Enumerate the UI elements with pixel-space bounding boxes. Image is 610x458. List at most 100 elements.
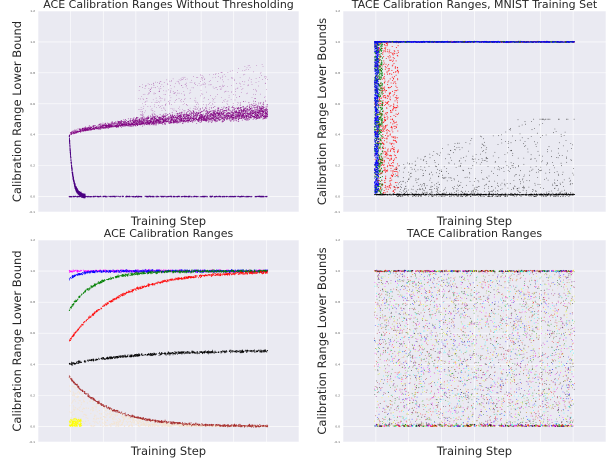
data-point xyxy=(203,83,204,85)
data-point xyxy=(101,124,103,126)
data-point xyxy=(174,115,176,117)
data-point xyxy=(259,103,261,105)
data-point xyxy=(160,120,162,122)
data-point xyxy=(144,112,146,114)
data-point xyxy=(232,77,234,79)
data-point xyxy=(215,96,217,98)
data-point xyxy=(125,125,127,127)
data-point xyxy=(99,127,101,129)
data-point xyxy=(212,77,214,79)
data-point xyxy=(254,114,256,116)
data-point xyxy=(170,120,172,122)
data-point xyxy=(194,113,196,115)
data-point xyxy=(139,86,141,87)
data-point xyxy=(111,123,113,125)
data-point xyxy=(213,112,214,114)
data-point xyxy=(128,122,130,124)
data-point xyxy=(150,119,152,121)
data-point xyxy=(237,195,239,198)
data-point xyxy=(122,121,124,122)
data-point xyxy=(155,115,157,117)
data-point xyxy=(224,117,225,119)
data-point xyxy=(222,114,224,115)
data-point xyxy=(140,114,142,116)
data-point xyxy=(145,104,146,105)
data-point xyxy=(171,120,173,121)
data-point xyxy=(160,107,162,109)
data-point xyxy=(84,127,86,129)
data-point xyxy=(69,151,71,153)
data-point xyxy=(208,99,209,100)
data-point xyxy=(189,121,191,123)
data-point xyxy=(104,127,106,129)
data-point xyxy=(264,116,266,118)
data-point xyxy=(149,89,151,90)
data-point xyxy=(176,99,177,100)
data-point xyxy=(102,195,104,197)
data-point xyxy=(218,110,220,112)
data-point xyxy=(218,109,220,111)
data-point xyxy=(259,108,261,109)
data-point xyxy=(227,116,229,117)
data-point xyxy=(157,116,158,117)
data-point xyxy=(248,111,250,113)
data-point xyxy=(183,120,185,122)
data-point xyxy=(143,116,145,118)
data-point xyxy=(255,118,257,120)
data-point xyxy=(194,100,196,102)
data-point xyxy=(79,128,81,130)
data-point xyxy=(170,121,172,123)
data-point xyxy=(258,80,260,82)
data-point xyxy=(140,119,142,121)
data-point xyxy=(260,109,262,111)
data-point xyxy=(196,104,197,105)
data-point xyxy=(262,112,264,114)
data-point xyxy=(165,103,167,105)
data-point xyxy=(142,118,144,120)
data-point xyxy=(115,122,117,124)
data-point xyxy=(95,126,97,128)
data-point xyxy=(245,119,247,121)
data-point xyxy=(139,122,141,124)
data-point xyxy=(251,116,253,118)
data-point xyxy=(165,113,167,114)
data-point xyxy=(237,106,239,108)
data-point xyxy=(258,103,260,105)
data-point xyxy=(138,97,140,99)
data-point xyxy=(256,195,258,197)
data-point xyxy=(229,195,231,197)
data-point xyxy=(219,118,220,120)
data-point xyxy=(181,79,183,81)
data-point xyxy=(202,116,204,117)
ytick-label: -0.1 xyxy=(29,210,35,214)
data-point xyxy=(250,81,252,83)
data-point xyxy=(243,84,245,85)
data-point xyxy=(251,108,253,110)
data-point xyxy=(177,115,179,116)
data-point xyxy=(143,122,144,124)
data-point xyxy=(258,109,260,111)
data-point xyxy=(143,105,145,107)
data-point xyxy=(176,114,178,116)
data-point xyxy=(142,114,144,115)
data-point xyxy=(208,81,210,82)
data-point xyxy=(251,114,253,116)
data-point xyxy=(253,102,255,104)
data-point xyxy=(177,108,179,110)
data-point xyxy=(223,81,224,83)
data-point xyxy=(75,132,77,134)
data-point xyxy=(233,117,234,119)
data-point xyxy=(94,125,96,127)
data-point xyxy=(127,125,129,127)
data-point xyxy=(209,107,211,108)
data-point xyxy=(164,98,166,100)
data-point xyxy=(191,119,193,121)
data-point xyxy=(187,117,189,119)
data-point xyxy=(84,130,86,132)
data-point xyxy=(261,105,263,107)
data-point xyxy=(233,110,235,112)
data-point xyxy=(208,120,210,122)
data-point xyxy=(260,108,262,110)
data-point xyxy=(145,122,146,124)
data-point xyxy=(192,196,195,198)
